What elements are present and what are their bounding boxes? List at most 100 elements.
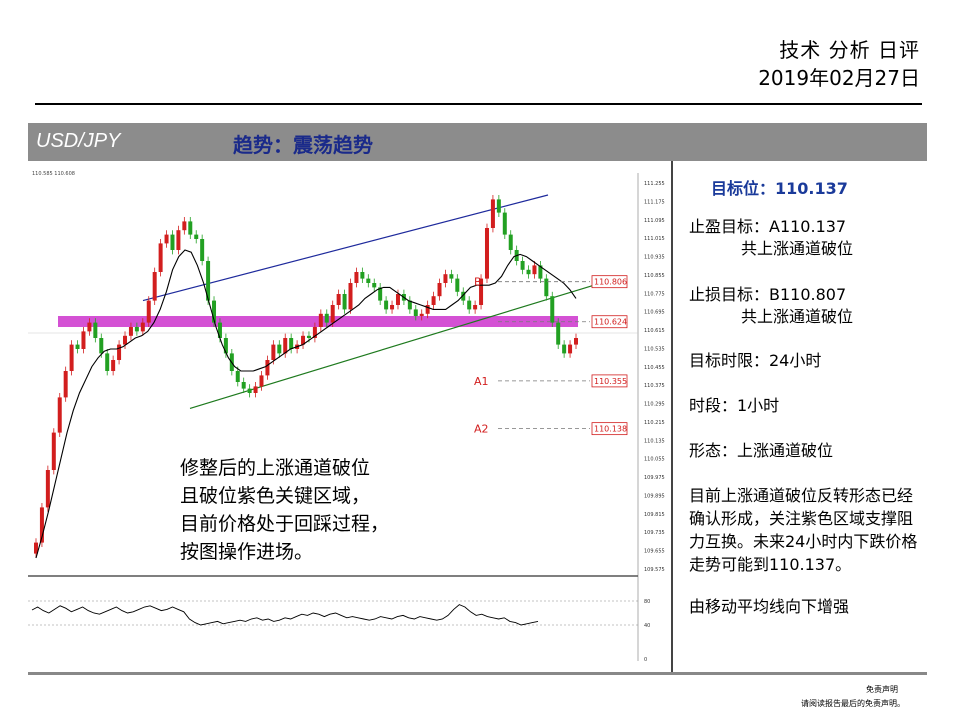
candle-body	[508, 234, 513, 250]
candle-body	[484, 228, 489, 279]
candle-body	[336, 294, 341, 305]
y-tick-label: 111.015	[644, 236, 665, 242]
title-band: USD/JPY 趋势：震荡趋势	[28, 123, 927, 161]
candle-body	[556, 322, 561, 345]
level-label: B	[474, 276, 482, 289]
candle-body	[330, 305, 335, 323]
candle-body	[200, 239, 205, 261]
y-tick-label: 109.655	[644, 549, 665, 555]
candle-body	[241, 382, 246, 389]
level-tag-box	[591, 374, 628, 388]
candle-body	[574, 338, 578, 345]
candle-body	[170, 234, 175, 250]
candle-body	[473, 305, 478, 310]
candle-body	[395, 294, 400, 305]
stop-loss-line1: 止损目标：B110.807	[689, 285, 847, 304]
pattern: 形态：上涨通道破位	[689, 441, 834, 460]
report-date: 2019年02月27日	[758, 66, 920, 90]
candle-body	[277, 344, 282, 354]
candle-body	[34, 542, 38, 554]
y-tick-label: 111.175	[644, 199, 665, 205]
y-tick-label: 110.615	[644, 328, 665, 334]
candle-body	[57, 397, 62, 433]
candle-body	[526, 269, 531, 275]
candle-body	[134, 327, 139, 332]
timeframe: 时段：1小时	[689, 396, 780, 415]
candle-body	[39, 507, 44, 543]
candle-body	[182, 221, 187, 231]
candle-body	[81, 331, 86, 349]
y-tick-label: 110.215	[644, 420, 665, 426]
candle-body	[384, 300, 389, 310]
rsi-tick-label: 0	[644, 657, 647, 663]
y-tick-label: 110.855	[644, 273, 665, 279]
candle-body	[247, 388, 252, 393]
candle-body	[158, 243, 163, 272]
candle-body	[390, 305, 395, 310]
y-tick-label: 110.455	[644, 365, 665, 371]
candle-body	[372, 283, 377, 288]
candle-body	[105, 353, 110, 371]
candle-body	[538, 265, 543, 279]
price-chart: 110.585 110.608 111.255 111.175 111.095 111.…	[28, 161, 671, 675]
candle-body	[449, 274, 454, 279]
level-tag-box	[591, 275, 628, 289]
candle-body	[378, 287, 383, 301]
level-tag-value: 110.138	[594, 425, 627, 434]
candle-body	[152, 272, 157, 301]
rsi-tick-label: 80	[644, 599, 650, 605]
candle-body	[562, 344, 567, 354]
candle-body	[128, 327, 133, 336]
level-tag-value: 110.624	[594, 318, 627, 327]
candle-body	[265, 360, 270, 376]
y-tick-label: 109.815	[644, 512, 665, 518]
candle-body	[146, 300, 151, 323]
candle-body	[217, 322, 222, 338]
candle-body	[425, 305, 430, 314]
take-profit-line1: 止盈目标：A110.137	[689, 217, 847, 236]
description: 目前上涨通道破位反转形态已经确认形成，关注紫色区域支撑阻力互换。未来24小时内下…	[689, 486, 918, 574]
y-tick-label: 109.975	[644, 475, 665, 481]
candle-body	[419, 313, 424, 316]
key-zone	[58, 316, 578, 327]
candle-body	[354, 272, 359, 283]
ma-note: 由移动平均线向下增强	[689, 597, 850, 616]
rsi-line	[31, 604, 539, 626]
target-level: 目标位：110.137	[711, 179, 848, 198]
candle-body	[437, 283, 442, 297]
candle-body	[407, 300, 412, 310]
candle-body	[413, 309, 418, 316]
candle-body	[164, 234, 169, 244]
candle-body	[318, 313, 323, 327]
y-tick-label: 109.895	[644, 493, 665, 499]
candle-body	[87, 322, 92, 332]
header-divider	[35, 103, 922, 105]
y-tick-label: 111.255	[644, 181, 665, 187]
y-tick-label: 110.295	[644, 402, 665, 408]
candle-body	[51, 432, 56, 470]
currency-pair: USD/JPY	[36, 130, 121, 152]
candle-body	[550, 296, 555, 323]
y-tick-label: 110.775	[644, 291, 665, 297]
y-tick-label: 110.135	[644, 438, 665, 444]
y-tick-label: 109.735	[644, 530, 665, 536]
candle-body	[312, 327, 317, 338]
analysis-sidebar: 目标位：110.137 止盈目标：A110.137 共上涨通道破位 止损目标：B…	[671, 161, 929, 675]
candle-body	[235, 371, 240, 382]
candle-body	[75, 344, 80, 349]
stop-loss-line2: 共上涨通道破位	[741, 307, 854, 326]
candle-body	[360, 272, 365, 279]
candle-body	[271, 344, 276, 360]
candle-body	[455, 278, 460, 292]
candle-body	[532, 265, 537, 275]
candle-body	[253, 386, 258, 393]
y-tick-label: 110.695	[644, 310, 665, 316]
y-tick-label: 109.575	[644, 567, 665, 573]
candle-body	[69, 344, 74, 371]
moving-average-line	[35, 249, 577, 559]
candle-body	[568, 344, 573, 354]
candle-body	[99, 338, 104, 354]
candle-body	[502, 212, 507, 235]
candle-body	[63, 371, 68, 398]
candle-body	[467, 300, 472, 310]
